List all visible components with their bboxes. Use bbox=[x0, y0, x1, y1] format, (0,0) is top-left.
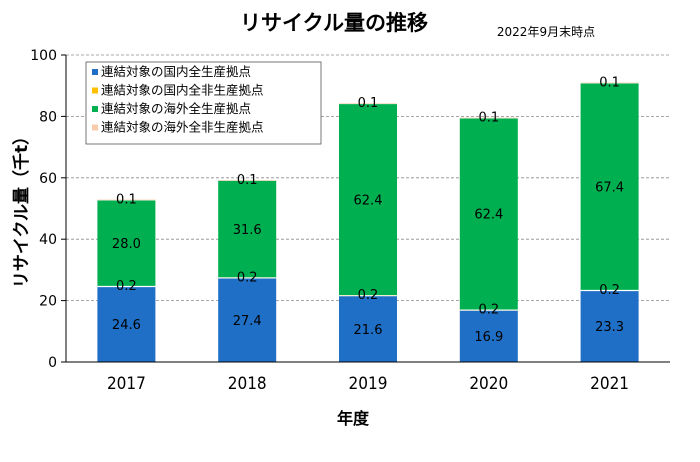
bar-segment bbox=[580, 82, 639, 84]
bar-segment bbox=[580, 290, 639, 362]
data-label: 23.3 bbox=[595, 320, 624, 335]
data-label: 0.2 bbox=[358, 288, 379, 303]
legend: 連結対象の国内全生産拠点連結対象の国内全非生産拠点連結対象の海外全生産拠点連結対… bbox=[85, 61, 322, 145]
chart-title: リサイクル量の推移 bbox=[240, 11, 428, 35]
data-label: 24.6 bbox=[112, 318, 141, 333]
data-label: 62.4 bbox=[474, 208, 503, 223]
data-label: 21.6 bbox=[354, 323, 383, 338]
bar-segment bbox=[218, 179, 277, 181]
bar-segment bbox=[218, 180, 277, 278]
legend-swatch bbox=[92, 87, 98, 94]
bar-segment bbox=[339, 295, 397, 362]
y-tick-label: 60 bbox=[39, 171, 57, 187]
x-tick-label: 2019 bbox=[349, 374, 388, 394]
legend-box bbox=[85, 61, 322, 145]
data-label: 0.1 bbox=[478, 111, 499, 126]
y-tick-label: 0 bbox=[48, 355, 57, 371]
x-tick-label: 2021 bbox=[590, 374, 629, 394]
bar-segment bbox=[218, 277, 277, 362]
legend-entry: 連結対象の海外全非生産拠点 bbox=[101, 120, 264, 135]
data-label: 0.1 bbox=[599, 76, 620, 91]
bar-segment bbox=[339, 103, 397, 104]
data-label: 0.2 bbox=[478, 303, 499, 318]
y-tick-label: 100 bbox=[30, 48, 57, 64]
legend-swatch bbox=[92, 106, 98, 112]
data-label: 27.4 bbox=[233, 314, 262, 329]
y-tick-label: 80 bbox=[39, 109, 57, 125]
x-axis-label: 年度 bbox=[337, 409, 370, 428]
as-of-note: 2022年9月末時点 bbox=[497, 25, 595, 39]
data-label: 28.0 bbox=[112, 237, 141, 252]
bar-segment bbox=[97, 286, 156, 362]
legend-entry: 連結対象の国内全生産拠点 bbox=[101, 64, 251, 79]
bar-segment bbox=[459, 117, 518, 119]
data-label: 67.4 bbox=[595, 180, 624, 195]
y-axis-label: リサイクル量（千t） bbox=[11, 128, 32, 288]
bar-segment bbox=[459, 310, 518, 362]
bar-segment bbox=[97, 199, 156, 286]
data-label: 0.2 bbox=[116, 279, 137, 294]
y-tick-label: 20 bbox=[39, 294, 57, 310]
data-label: 0.1 bbox=[116, 193, 137, 208]
data-label: 0.1 bbox=[237, 173, 258, 188]
x-tick-label: 2020 bbox=[469, 374, 508, 394]
data-label: 0.2 bbox=[237, 270, 258, 285]
data-label: 0.2 bbox=[599, 283, 620, 298]
data-label: 16.9 bbox=[474, 330, 503, 345]
bar-segment bbox=[97, 199, 156, 201]
legend-entry: 連結対象の国内全非生産拠点 bbox=[101, 83, 264, 98]
y-tick-label: 40 bbox=[39, 232, 57, 248]
data-label: 0.1 bbox=[358, 96, 379, 111]
legend-swatch bbox=[92, 124, 98, 131]
bar-segment bbox=[339, 103, 397, 296]
data-label: 62.4 bbox=[354, 193, 383, 208]
bar-segment bbox=[459, 117, 518, 310]
x-tick-label: 2018 bbox=[228, 374, 267, 394]
legend-swatch bbox=[92, 69, 98, 75]
data-label: 31.6 bbox=[233, 223, 262, 238]
x-tick-label: 2017 bbox=[107, 374, 146, 394]
legend-entry: 連結対象の海外全生産拠点 bbox=[101, 101, 251, 116]
bar-segment bbox=[580, 82, 639, 290]
